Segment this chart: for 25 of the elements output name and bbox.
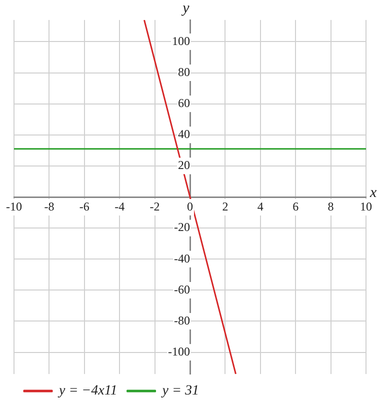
legend-label: y = −4x11 <box>57 384 118 399</box>
x-tick-label: -8 <box>44 199 54 214</box>
x-tick-label: -10 <box>6 199 22 214</box>
x-tick-label: -6 <box>79 199 90 214</box>
y-tick-label: -80 <box>174 313 190 328</box>
y-tick-label: -40 <box>174 251 190 266</box>
y-tick-label: -60 <box>174 282 190 296</box>
x-tick-label: 10 <box>360 199 372 214</box>
y-tick-label: 60 <box>178 96 190 110</box>
x-tick-label: 4 <box>257 199 264 214</box>
legend-label: y = 31 <box>160 384 199 399</box>
x-tick-label: 2 <box>222 199 228 214</box>
y-tick-label: -20 <box>174 220 190 234</box>
y-axis-title: y <box>180 0 190 16</box>
x-axis-title: x <box>369 184 377 201</box>
x-tick-label: 0 <box>187 199 193 214</box>
x-tick-label: -4 <box>114 199 125 214</box>
y-tick-label: -100 <box>168 344 190 358</box>
y-tick-label: 100 <box>172 34 190 48</box>
x-tick-label: 6 <box>292 199 299 214</box>
y-tick-label: 80 <box>178 64 190 79</box>
x-tick-label: -2 <box>150 199 160 214</box>
x-tick-label: 8 <box>328 199 334 214</box>
y-tick-label: 40 <box>178 127 190 142</box>
y-tick-label: 20 <box>178 158 190 172</box>
